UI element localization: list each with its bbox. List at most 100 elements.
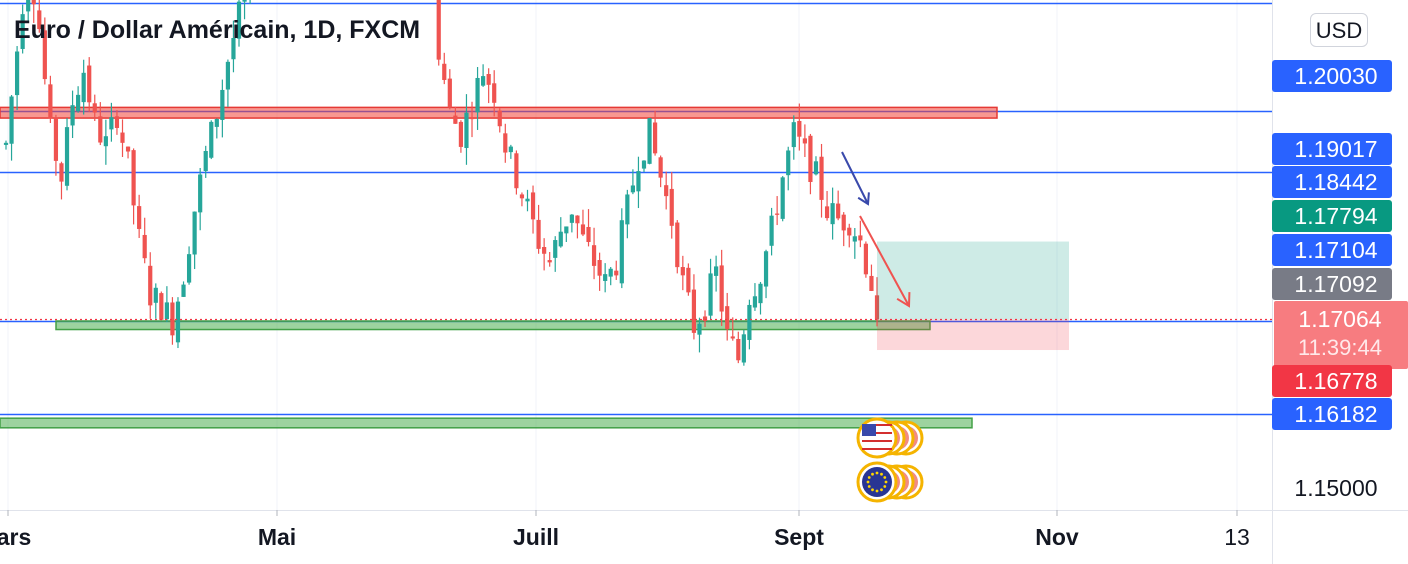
candle[interactable] <box>64 118 70 191</box>
candle[interactable] <box>752 283 758 311</box>
candle[interactable] <box>486 68 491 104</box>
price-axis[interactable]: 1.20030 1.19017 1.18442 1.17794 1.17104 1.170… <box>1272 60 1408 501</box>
candle[interactable] <box>797 103 802 151</box>
candle[interactable] <box>131 148 136 225</box>
candle[interactable] <box>137 194 142 238</box>
candle[interactable] <box>730 317 735 341</box>
candle[interactable] <box>209 120 214 160</box>
candle[interactable] <box>852 228 857 259</box>
candle[interactable] <box>686 263 691 296</box>
time-axis[interactable]: ars Mai Juill Sept Nov 13 <box>0 510 1250 550</box>
candle[interactable] <box>514 150 519 195</box>
candle[interactable] <box>597 252 602 291</box>
candle[interactable] <box>675 220 680 274</box>
candle[interactable] <box>76 86 81 113</box>
candle[interactable] <box>669 171 674 239</box>
candle[interactable] <box>497 108 502 133</box>
candle[interactable] <box>59 161 64 200</box>
candle[interactable] <box>164 286 169 323</box>
candle[interactable] <box>691 274 697 340</box>
candle[interactable] <box>453 106 458 124</box>
candle[interactable] <box>836 190 841 221</box>
candle[interactable] <box>153 283 158 319</box>
candle[interactable] <box>802 124 807 158</box>
candle[interactable] <box>37 0 42 33</box>
price-badge[interactable] <box>1272 200 1392 232</box>
candle[interactable] <box>236 0 242 47</box>
candle[interactable] <box>481 64 486 87</box>
candle[interactable] <box>175 297 181 349</box>
candle[interactable] <box>680 255 685 291</box>
candle[interactable] <box>847 223 852 248</box>
candle[interactable] <box>81 59 86 115</box>
candle[interactable] <box>458 120 464 153</box>
candle[interactable] <box>70 90 75 139</box>
candle[interactable] <box>181 281 186 297</box>
candle[interactable] <box>819 143 824 218</box>
candle[interactable] <box>220 79 225 138</box>
candle[interactable] <box>769 207 774 256</box>
candle[interactable] <box>619 208 624 289</box>
candle[interactable] <box>98 102 103 146</box>
candle[interactable] <box>53 114 59 176</box>
candle[interactable] <box>664 171 669 210</box>
candle[interactable] <box>824 190 830 221</box>
candle[interactable] <box>874 277 880 327</box>
candle[interactable] <box>736 331 741 364</box>
candle[interactable] <box>647 117 652 165</box>
candle[interactable] <box>442 52 447 85</box>
candle[interactable] <box>558 217 563 248</box>
candle[interactable] <box>109 102 114 142</box>
candle[interactable] <box>603 263 608 293</box>
price-badge[interactable] <box>1272 133 1392 165</box>
candle[interactable] <box>702 310 708 327</box>
candle[interactable] <box>741 329 746 366</box>
candle[interactable] <box>469 101 475 138</box>
candle[interactable] <box>830 187 835 240</box>
candle[interactable] <box>708 258 713 320</box>
candle[interactable] <box>652 110 658 156</box>
candle[interactable] <box>780 176 785 222</box>
candle[interactable] <box>547 251 552 267</box>
candle[interactable] <box>14 46 20 111</box>
candle[interactable] <box>758 281 763 315</box>
candle[interactable] <box>48 75 53 123</box>
candle[interactable] <box>525 189 530 212</box>
candle[interactable] <box>808 133 813 195</box>
candle[interactable] <box>575 215 580 239</box>
price-badge[interactable] <box>1272 268 1392 300</box>
candle[interactable] <box>641 160 647 173</box>
candle[interactable] <box>159 291 164 321</box>
candle[interactable] <box>475 67 480 130</box>
candle[interactable] <box>841 212 846 247</box>
position-stop-area[interactable] <box>877 319 1069 351</box>
position-target-area[interactable] <box>877 241 1069 320</box>
candle[interactable] <box>697 317 702 353</box>
candle[interactable] <box>580 209 586 237</box>
price-badge[interactable] <box>1272 234 1392 266</box>
candle[interactable] <box>858 220 863 248</box>
candle[interactable] <box>492 70 497 117</box>
candle[interactable] <box>464 94 469 165</box>
candle[interactable] <box>786 146 791 191</box>
candle[interactable] <box>763 249 769 299</box>
price-badge[interactable] <box>1272 60 1392 92</box>
drawn-arrow-blue[interactable] <box>841 151 870 206</box>
candle[interactable] <box>186 246 192 285</box>
candle[interactable] <box>114 110 120 135</box>
candle[interactable] <box>869 264 874 292</box>
price-badge-last[interactable] <box>1274 301 1408 369</box>
price-badge[interactable] <box>1272 166 1392 198</box>
candle[interactable] <box>519 192 525 207</box>
candle[interactable] <box>203 145 208 178</box>
candle[interactable] <box>20 4 25 54</box>
candle[interactable] <box>614 260 619 280</box>
candle[interactable] <box>564 226 569 243</box>
price-badge[interactable] <box>1272 365 1392 397</box>
candle[interactable] <box>863 241 869 278</box>
candle[interactable] <box>636 156 641 209</box>
candle[interactable] <box>225 59 231 107</box>
candle[interactable] <box>198 168 203 231</box>
candle[interactable] <box>192 211 197 270</box>
candle[interactable] <box>719 249 724 326</box>
